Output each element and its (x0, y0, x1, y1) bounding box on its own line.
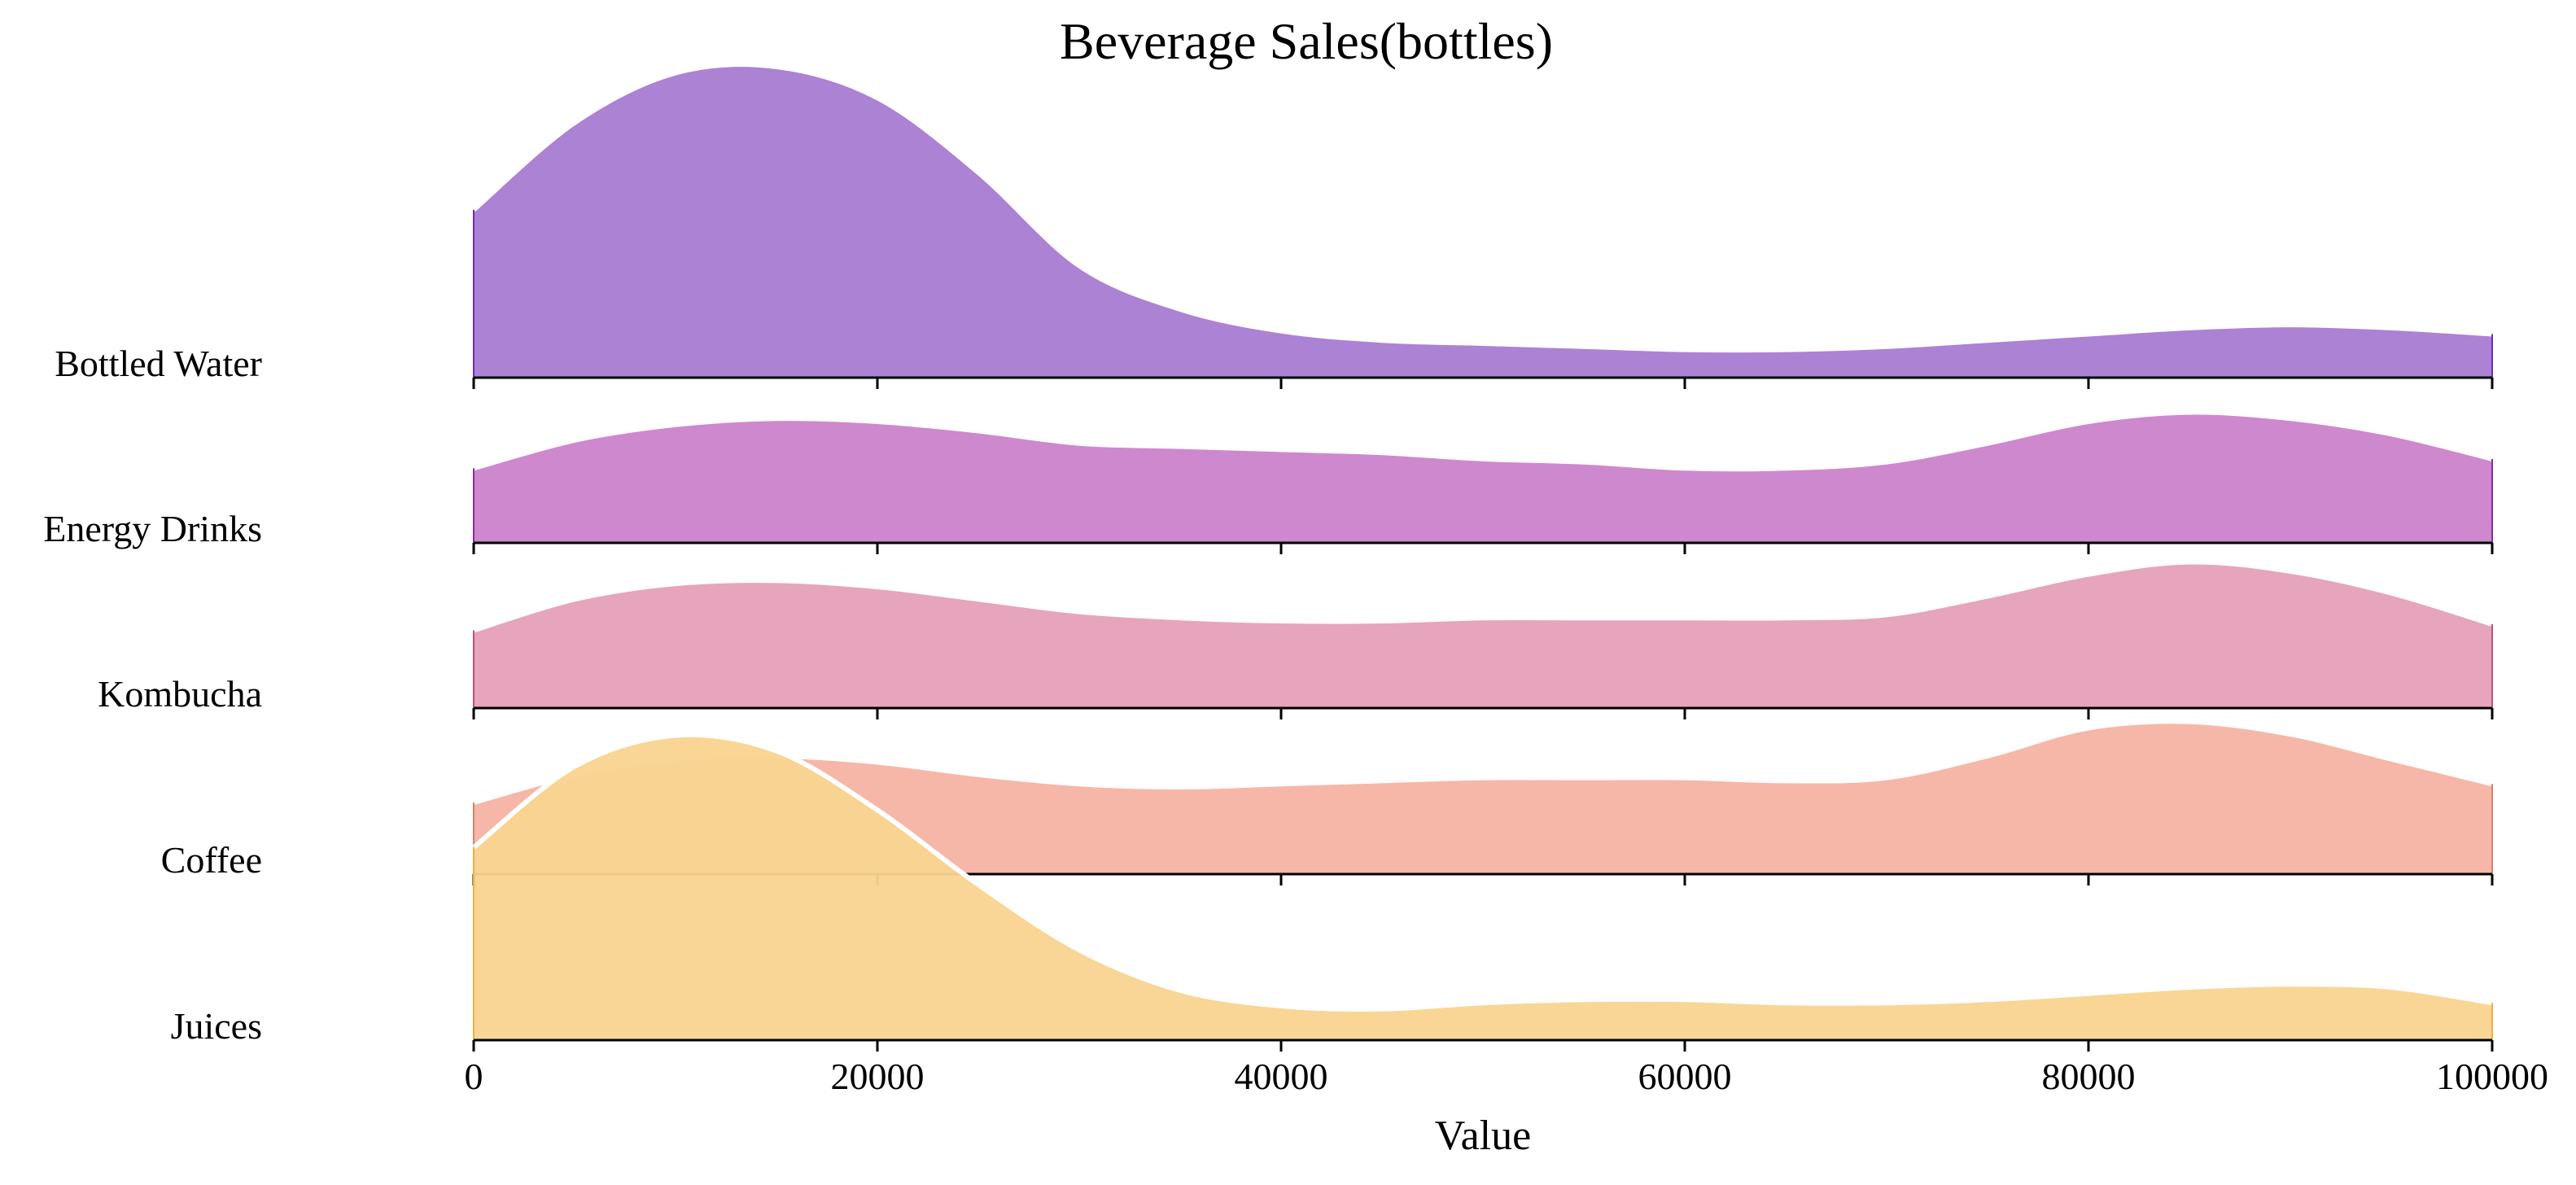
x-tick-label: 0 (465, 1056, 483, 1097)
ridge-area-kombucha (474, 562, 2492, 708)
ridge-outline-energy-drinks (473, 409, 2493, 472)
chart-title: Beverage Sales(bottles) (1060, 12, 1553, 70)
ridge-energy-drinks: Energy Drinks (43, 409, 2494, 554)
ridge-bottled-water: Bottled Water (55, 62, 2494, 389)
row-label-juices: Juices (171, 1005, 262, 1047)
x-tick-labels: 0 20000 40000 60000 80000 100000 (465, 1056, 2549, 1097)
ridge-outline-coffee (473, 719, 2493, 805)
ridge-kombucha: Kombucha (98, 559, 2494, 719)
x-tick-label: 40000 (1235, 1056, 1328, 1097)
row-label-kombucha: Kombucha (98, 673, 262, 715)
row-label-bottled-water: Bottled Water (55, 343, 262, 384)
ridge-outline-juices (472, 732, 2493, 1012)
x-tick-label: 20000 (831, 1056, 925, 1097)
x-tick-label: 80000 (2042, 1056, 2136, 1097)
ridge-outline-kombucha (473, 559, 2493, 633)
ridge-juices: Juices (171, 732, 2494, 1052)
x-axis-title: Value (1435, 1113, 1531, 1159)
ridge-area-coffee (474, 721, 2492, 874)
row-label-coffee: Coffee (161, 839, 262, 881)
ridge-area-bottled-water (474, 64, 2492, 378)
ridge-area-energy-drinks (474, 412, 2492, 543)
row-label-energy-drinks: Energy Drinks (43, 508, 262, 549)
ridges-group: Bottled Water Energy Drinks Kombucha Coffee… (43, 62, 2494, 1052)
ridge-outline-bottled-water (472, 62, 2493, 353)
ridge-area-juices (474, 734, 2492, 1040)
x-tick-label: 60000 (1638, 1056, 1732, 1097)
x-tick-label: 100000 (2436, 1056, 2548, 1097)
